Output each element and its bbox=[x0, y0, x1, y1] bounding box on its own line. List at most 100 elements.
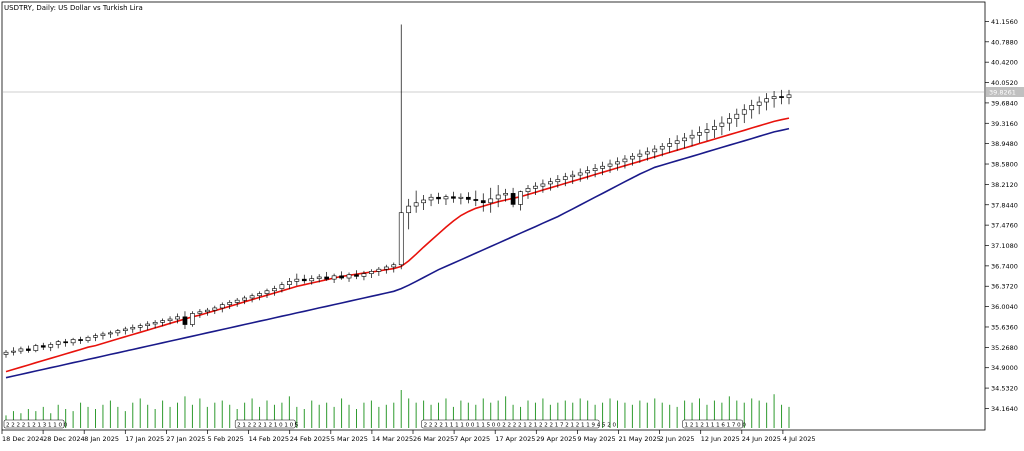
candle-body bbox=[570, 174, 576, 178]
candle bbox=[644, 147, 650, 161]
candle bbox=[115, 328, 121, 337]
candle bbox=[741, 104, 747, 124]
candle-body bbox=[294, 278, 300, 282]
x-tick-label: 24 Feb 2025 bbox=[290, 435, 330, 443]
candle-body bbox=[600, 165, 605, 169]
candle bbox=[600, 161, 605, 176]
x-tick-label: 7 Apr 2025 bbox=[454, 435, 490, 443]
candle bbox=[369, 269, 374, 279]
candle-body bbox=[85, 336, 91, 341]
y-tick-label: 39.6840 bbox=[991, 99, 1018, 107]
candle bbox=[301, 274, 307, 284]
candle-body bbox=[548, 181, 553, 185]
candle-body bbox=[108, 332, 113, 335]
x-tick-label: 17 Jan 2025 bbox=[125, 435, 164, 443]
candle bbox=[510, 187, 516, 208]
candle bbox=[272, 285, 277, 296]
candle-body bbox=[130, 327, 136, 330]
candle-body bbox=[33, 345, 39, 351]
candle-body bbox=[756, 101, 762, 106]
candle bbox=[503, 188, 508, 202]
candle bbox=[33, 343, 39, 353]
candle-body bbox=[667, 143, 673, 147]
candle-body bbox=[682, 137, 687, 142]
candle bbox=[145, 321, 151, 331]
candle-body bbox=[413, 202, 419, 207]
candle-body bbox=[436, 196, 441, 200]
candle bbox=[249, 293, 255, 303]
candle bbox=[167, 316, 173, 325]
candle bbox=[264, 288, 270, 298]
candle-body bbox=[346, 274, 352, 279]
y-tick-label: 34.5320 bbox=[991, 385, 1018, 393]
candle bbox=[615, 157, 620, 171]
candle bbox=[227, 300, 233, 310]
candle-body bbox=[40, 345, 46, 348]
candle-body bbox=[480, 200, 486, 204]
candle-body bbox=[324, 276, 330, 280]
candle bbox=[26, 345, 31, 353]
candle-body bbox=[212, 307, 218, 311]
candle bbox=[734, 108, 740, 127]
candle bbox=[18, 346, 24, 354]
candle-body bbox=[249, 295, 255, 299]
y-tick-label: 36.0040 bbox=[991, 303, 1018, 311]
candle-body bbox=[518, 191, 523, 205]
candle-body bbox=[622, 158, 628, 163]
candle bbox=[652, 145, 658, 159]
candle bbox=[480, 193, 486, 212]
candle-body bbox=[749, 105, 755, 111]
candle-body bbox=[585, 170, 591, 174]
candle-body bbox=[190, 313, 195, 325]
candle-body bbox=[361, 273, 367, 277]
candle bbox=[697, 126, 702, 143]
candle-body bbox=[406, 205, 412, 214]
candle bbox=[689, 129, 695, 147]
x-tick-label: 18 Dec 2024 bbox=[2, 435, 44, 443]
y-tick-label: 40.7880 bbox=[991, 38, 1018, 46]
candle-body bbox=[160, 320, 165, 323]
y-tick-label: 40.0520 bbox=[991, 79, 1018, 87]
candle bbox=[577, 168, 583, 182]
x-tick-label: 24 Jun 2025 bbox=[742, 435, 781, 443]
candle-body bbox=[234, 299, 240, 303]
y-tick-label: 41.1560 bbox=[991, 18, 1018, 26]
candle bbox=[383, 264, 389, 274]
candle bbox=[11, 347, 16, 356]
candle-body bbox=[204, 309, 210, 313]
candle bbox=[219, 302, 225, 313]
candle-body bbox=[339, 275, 344, 279]
candle bbox=[93, 333, 98, 342]
candle-body bbox=[331, 275, 337, 280]
candle bbox=[55, 340, 61, 349]
y-tick-label: 37.8440 bbox=[991, 201, 1018, 209]
candle bbox=[3, 350, 9, 358]
candle bbox=[585, 166, 591, 180]
candle bbox=[354, 270, 359, 280]
candle-body bbox=[197, 311, 203, 314]
ma-fast-line bbox=[5, 117, 790, 373]
candle-body bbox=[674, 140, 680, 144]
candle-body bbox=[577, 172, 583, 176]
candle-body bbox=[242, 297, 247, 301]
candle bbox=[771, 90, 777, 108]
candle bbox=[518, 190, 523, 211]
candle bbox=[764, 93, 769, 111]
candle-body bbox=[175, 316, 180, 320]
plot-frame bbox=[1, 1, 986, 431]
x-tick-label: 9 May 2025 bbox=[577, 435, 615, 443]
candle-body bbox=[152, 322, 158, 325]
candle-body bbox=[115, 330, 121, 334]
candle bbox=[108, 330, 113, 338]
candle-body bbox=[503, 193, 508, 196]
candle bbox=[197, 309, 203, 318]
candle-body bbox=[369, 271, 374, 274]
candle-body bbox=[562, 176, 568, 180]
volume-tag-box bbox=[3, 419, 65, 429]
candle-body bbox=[122, 328, 128, 331]
y-tick-label: 37.1080 bbox=[991, 242, 1018, 250]
candle bbox=[622, 155, 628, 169]
candle-body bbox=[63, 341, 69, 344]
candle-body bbox=[712, 126, 717, 131]
candle bbox=[749, 99, 755, 119]
